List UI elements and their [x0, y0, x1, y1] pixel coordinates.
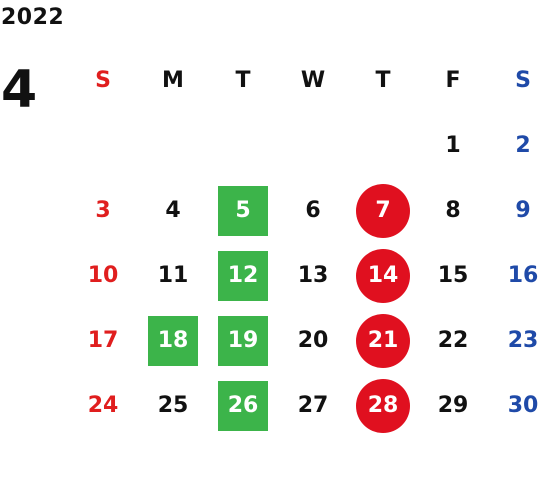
red-circle-marker [356, 313, 410, 368]
green-square-marker [218, 250, 268, 301]
day-cell: 30 [488, 373, 548, 438]
day-cell [348, 113, 418, 178]
day-cell-red: 7 [348, 178, 418, 243]
day-cell: 2 [488, 113, 548, 178]
day-number: 3 [95, 198, 111, 223]
day-cell-green: 18 [138, 308, 208, 373]
day-number: 19 [227, 328, 259, 353]
day-number: 8 [445, 198, 461, 223]
day-number: 10 [87, 263, 119, 288]
day-number: 17 [87, 328, 119, 353]
day-cell: 27 [278, 373, 348, 438]
day-number: 23 [507, 328, 539, 353]
weekday-thu: T [375, 68, 391, 93]
green-square-marker [218, 380, 268, 431]
day-number: 27 [297, 393, 329, 418]
month-label: 4 [1, 60, 38, 120]
weekday-fri: F [445, 68, 461, 93]
day-number: 6 [305, 198, 321, 223]
green-square-marker [218, 185, 268, 236]
day-number: 2 [515, 133, 531, 158]
day-cell [278, 113, 348, 178]
day-cell: 29 [418, 373, 488, 438]
day-number: 14 [367, 263, 399, 288]
day-cell: 23 [488, 308, 548, 373]
weekday-sat: S [515, 68, 531, 93]
day-number: 11 [157, 263, 189, 288]
weekday-sun: S [95, 68, 111, 93]
day-number: 7 [375, 198, 391, 223]
weekday-tue: T [235, 68, 251, 93]
day-number: 12 [227, 263, 259, 288]
day-cell [208, 113, 278, 178]
day-number: 28 [367, 393, 399, 418]
day-number: 24 [87, 393, 119, 418]
day-number: 4 [165, 198, 181, 223]
day-cell-red: 14 [348, 243, 418, 308]
day-cell: 3 [68, 178, 138, 243]
day-number: 18 [157, 328, 189, 353]
day-number: 15 [437, 263, 469, 288]
day-number: 1 [445, 133, 461, 158]
day-cell-green: 26 [208, 373, 278, 438]
day-cell: 11 [138, 243, 208, 308]
day-cell-green: 12 [208, 243, 278, 308]
day-number: 26 [227, 393, 259, 418]
day-number: 30 [507, 393, 539, 418]
day-number: 22 [437, 328, 469, 353]
day-number: 21 [367, 328, 399, 353]
day-number: 5 [235, 198, 251, 223]
green-square-marker [218, 315, 268, 366]
year-label: 2022 [1, 5, 65, 30]
green-square-marker [148, 315, 198, 366]
day-cell-red: 28 [348, 373, 418, 438]
red-circle-marker [356, 378, 410, 433]
day-number: 20 [297, 328, 329, 353]
day-cell: 8 [418, 178, 488, 243]
day-cell: 16 [488, 243, 548, 308]
day-cell: 9 [488, 178, 548, 243]
day-cell: 4 [138, 178, 208, 243]
day-cell: 15 [418, 243, 488, 308]
red-circle-marker [356, 183, 410, 238]
day-number: 16 [507, 263, 539, 288]
day-cell-green: 5 [208, 178, 278, 243]
red-circle-marker [356, 248, 410, 303]
day-cell-red: 21 [348, 308, 418, 373]
day-cell: 24 [68, 373, 138, 438]
day-cell: 6 [278, 178, 348, 243]
day-cell: 22 [418, 308, 488, 373]
day-number: 29 [437, 393, 469, 418]
day-cell: 25 [138, 373, 208, 438]
weekday-mon: M [162, 68, 184, 93]
day-cell: 10 [68, 243, 138, 308]
day-number: 9 [515, 198, 531, 223]
day-cell: 1 [418, 113, 488, 178]
day-cell: 17 [68, 308, 138, 373]
day-cell-green: 19 [208, 308, 278, 373]
day-cell: 13 [278, 243, 348, 308]
day-cell [68, 113, 138, 178]
day-cell: 20 [278, 308, 348, 373]
day-number: 25 [157, 393, 189, 418]
weekday-wed: W [300, 68, 326, 93]
day-cell [138, 113, 208, 178]
day-number: 13 [297, 263, 329, 288]
calendar-grid: S M T W T F S 1 2 3 4 5 6 7 8 9 10 11 12… [68, 48, 548, 438]
